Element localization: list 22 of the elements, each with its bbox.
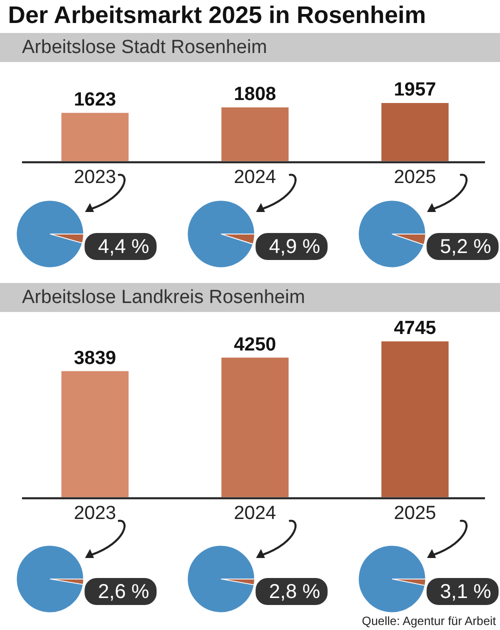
data-label: 4,4 % — [98, 236, 150, 258]
x-tick-label: 2024 — [234, 502, 277, 524]
x-tick-label: 2023 — [74, 502, 116, 524]
data-label: 4745 — [394, 318, 437, 340]
data-label: 2,6 % — [98, 581, 150, 604]
x-tick-label: 2024 — [234, 166, 277, 188]
x-tick-label: 2025 — [394, 166, 436, 188]
data-label: 5,2 % — [440, 236, 492, 258]
data-label: 1623 — [74, 90, 116, 111]
data-label: 1808 — [234, 84, 276, 106]
chart-subtitle: Arbeitslose Stadt Rosenheim — [22, 37, 268, 59]
data-label: 4250 — [234, 334, 276, 356]
chart-title: Der Arbeitsmarkt 2025 in Rosenheim — [8, 2, 426, 30]
data-label: 1957 — [394, 80, 436, 101]
data-label: 3,1 % — [440, 581, 492, 604]
data-label: 2,8 % — [269, 581, 320, 604]
x-tick-label: 2023 — [74, 166, 116, 188]
chart-subtitle: Arbeitslose Landkreis Rosenheim — [22, 287, 306, 309]
data-label: 4,9 % — [269, 236, 320, 258]
source-note: Quelle: Agentur für Arbeit — [362, 614, 496, 628]
x-tick-label: 2025 — [394, 502, 436, 524]
data-label: 3839 — [74, 348, 116, 369]
